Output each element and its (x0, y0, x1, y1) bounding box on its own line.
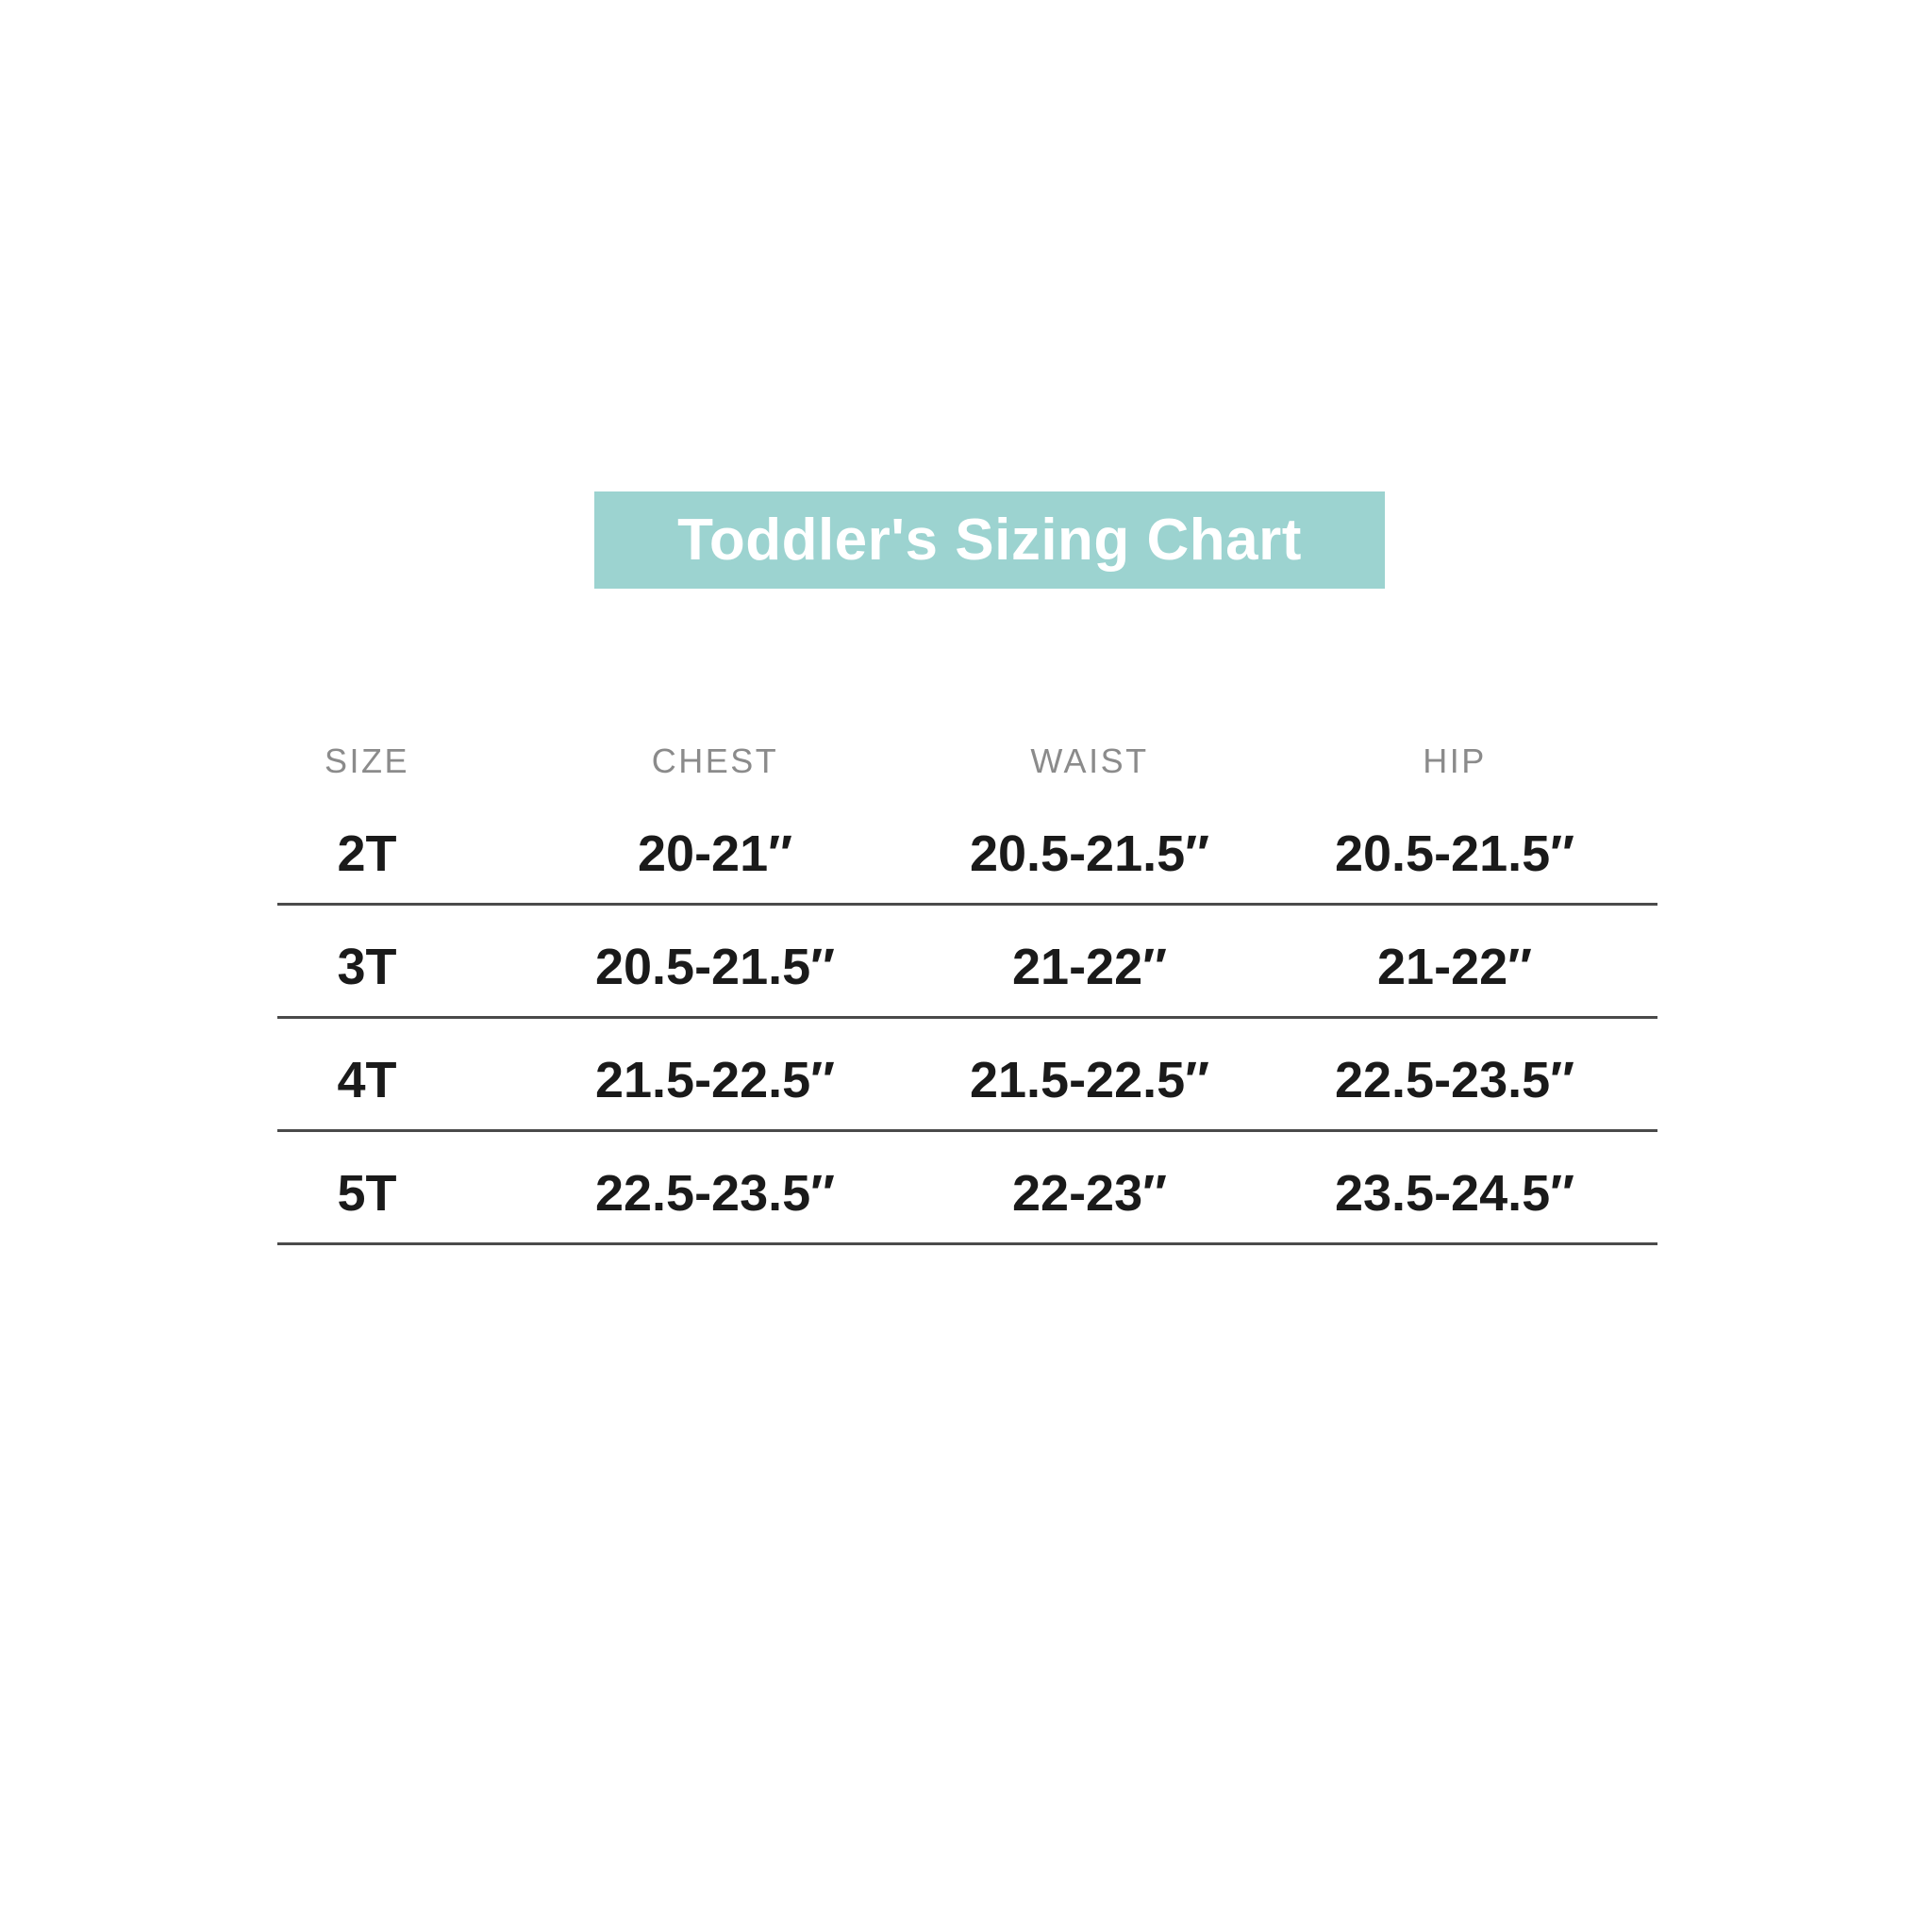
waist-value-4t: 21.5-22.5″ (969, 1052, 1210, 1108)
waist-value-3t: 21-22″ (1012, 939, 1167, 995)
page-title: Toddler's Sizing Chart (677, 508, 1302, 573)
chest-value-3t: 20.5-21.5″ (594, 939, 836, 995)
size-label-5t: 5T (337, 1165, 397, 1222)
waist-value-5t: 22-23″ (1012, 1165, 1167, 1222)
chest-value-2t: 20-21″ (638, 825, 792, 882)
size-label-3t: 3T (337, 939, 397, 995)
hip-value-4t: 22.5-23.5″ (1334, 1052, 1575, 1108)
hip-value-5t: 23.5-24.5″ (1334, 1165, 1575, 1222)
row-divider (277, 1016, 1657, 1019)
row-divider (277, 1242, 1657, 1245)
hip-value-2t: 20.5-21.5″ (1334, 825, 1575, 882)
column-header-waist: WAIST (1030, 741, 1149, 780)
column-header-hip: HIP (1423, 741, 1487, 780)
title-banner: Toddler's Sizing Chart (594, 491, 1385, 589)
waist-value-2t: 20.5-21.5″ (969, 825, 1210, 882)
row-divider (277, 1129, 1657, 1132)
size-label-4t: 4T (337, 1052, 397, 1108)
chest-value-5t: 22.5-23.5″ (594, 1165, 836, 1222)
column-header-size: SIZE (324, 741, 410, 780)
column-header-chest: CHEST (651, 741, 779, 780)
row-divider (277, 903, 1657, 906)
hip-value-3t: 21-22″ (1377, 939, 1532, 995)
chest-value-4t: 21.5-22.5″ (594, 1052, 836, 1108)
size-label-2t: 2T (337, 825, 397, 882)
